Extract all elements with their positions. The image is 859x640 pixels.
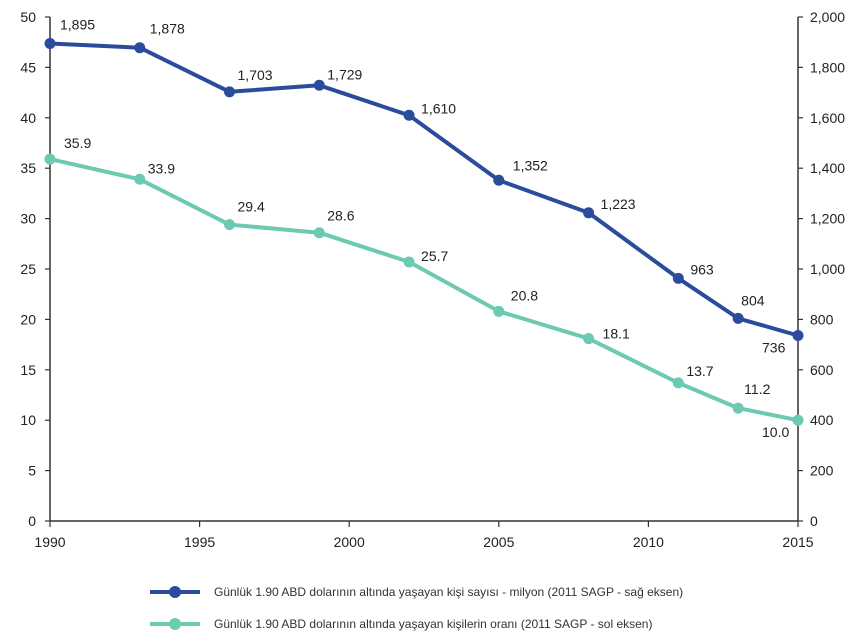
legend-item-count: Günlük 1.90 ABD dolarının altında yaşaya… [150, 576, 850, 608]
left-tick-label: 45 [20, 59, 36, 75]
data-label: 1,703 [238, 67, 273, 83]
left-tick-label: 35 [20, 160, 36, 176]
data-point [732, 402, 744, 414]
data-point [672, 377, 684, 389]
left-tick-label: 15 [20, 362, 36, 378]
data-point [224, 86, 236, 98]
data-point [224, 219, 236, 231]
left-tick-label: 0 [28, 513, 36, 529]
data-point [583, 207, 595, 219]
data-label: 1,223 [601, 196, 636, 212]
data-point [134, 173, 146, 185]
data-label: 28.6 [327, 208, 354, 224]
data-point [403, 256, 415, 268]
data-label: 10.0 [762, 424, 789, 440]
right-tick-label: 400 [810, 412, 834, 428]
legend-swatch-rate [150, 618, 200, 630]
data-label: 804 [741, 292, 765, 308]
left-tick-label: 20 [20, 311, 36, 327]
right-tick-label: 1,400 [810, 160, 845, 176]
data-point [792, 414, 804, 426]
legend-marker-icon [169, 618, 181, 630]
x-tick-label: 2005 [483, 534, 514, 550]
data-label: 33.9 [148, 160, 175, 176]
data-point [44, 37, 56, 49]
data-point [792, 330, 804, 342]
x-tick-label: 2015 [782, 534, 813, 550]
line-chart: 0 5 10 15 20 25 30 35 40 45 50 0 200 400 600 800 1,000 1,… [20, 9, 845, 550]
legend-label-rate: Günlük 1.90 ABD dolarının altında yaşaya… [214, 617, 653, 631]
right-tick-label: 1,200 [810, 211, 845, 227]
data-label: 20.8 [511, 287, 538, 303]
left-tick-label: 5 [28, 463, 36, 479]
legend-item-rate: Günlük 1.90 ABD dolarının altında yaşaya… [150, 608, 850, 640]
data-point [732, 312, 744, 324]
data-label: 35.9 [64, 135, 91, 151]
data-point [493, 305, 505, 317]
right-tick-label: 200 [810, 463, 834, 479]
data-point [134, 42, 146, 54]
legend-swatch-count [150, 586, 200, 598]
axes: 0 5 10 15 20 25 30 35 40 45 50 0 200 400 600 800 1,000 1,… [20, 9, 845, 550]
left-tick-label: 40 [20, 110, 36, 126]
right-tick-label: 2,000 [810, 9, 845, 25]
data-point [403, 109, 415, 121]
data-label: 1,878 [150, 21, 185, 37]
left-tick-label: 50 [20, 9, 36, 25]
x-tick-label: 1990 [34, 534, 65, 550]
series-line-1 [49, 157, 799, 423]
data-label: 963 [690, 261, 714, 277]
x-tick-label: 1995 [184, 534, 215, 550]
legend-label-count: Günlük 1.90 ABD dolarının altında yaşaya… [214, 585, 684, 599]
left-tick-label: 25 [20, 261, 36, 277]
data-label: 1,352 [513, 157, 548, 173]
data-labels: 1,895 1,878 1,703 1,729 1,610 1,352 1,223 963 80… [60, 16, 789, 440]
data-point [44, 153, 56, 165]
legend-marker-icon [169, 586, 181, 598]
data-label: 1,895 [60, 16, 95, 32]
right-tick-label: 1,000 [810, 261, 845, 277]
data-point [313, 227, 325, 239]
data-label: 11.2 [744, 381, 770, 397]
series-line-0 [49, 41, 799, 338]
data-point [672, 272, 684, 284]
right-tick-label: 1,800 [810, 59, 845, 75]
right-tick-label: 1,600 [810, 110, 845, 126]
data-point [493, 174, 505, 186]
right-tick-label: 800 [810, 311, 834, 327]
legend: Günlük 1.90 ABD dolarının altında yaşaya… [150, 576, 850, 640]
data-label: 13.7 [686, 363, 713, 379]
data-point [583, 333, 595, 345]
x-tick-label: 2000 [334, 534, 365, 550]
data-label: 1,610 [421, 100, 456, 116]
data-label: 736 [762, 340, 786, 356]
data-label: 25.7 [421, 248, 448, 264]
right-tick-label: 0 [810, 513, 818, 529]
x-tick-label: 2010 [633, 534, 664, 550]
series-layer [44, 37, 804, 426]
data-point [313, 79, 325, 91]
left-tick-label: 10 [20, 412, 36, 428]
data-label: 1,729 [327, 66, 362, 82]
left-tick-label: 30 [20, 211, 36, 227]
data-label: 29.4 [238, 199, 265, 215]
data-label: 18.1 [603, 326, 630, 342]
right-tick-label: 600 [810, 362, 834, 378]
